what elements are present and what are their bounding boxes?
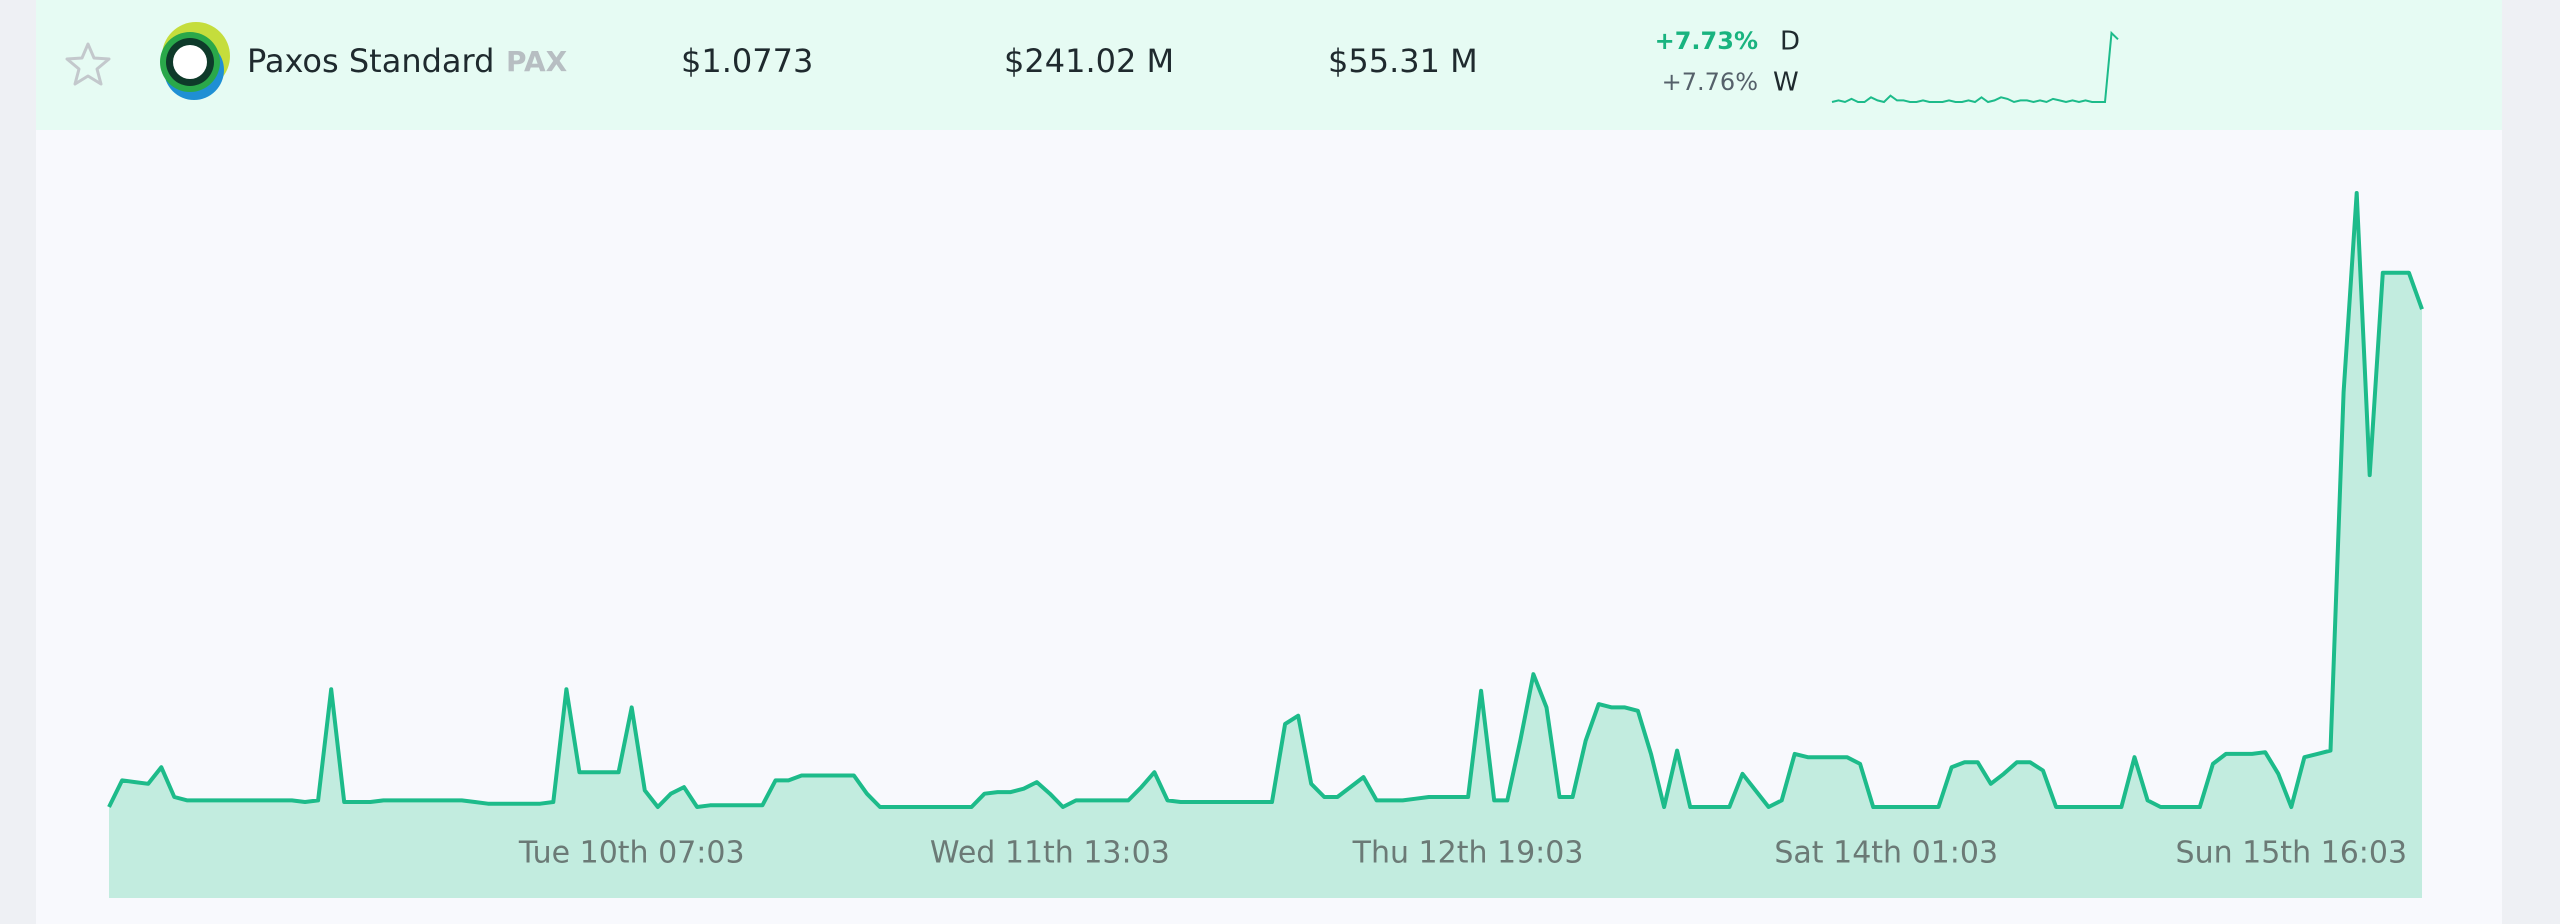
card — [36, 0, 2502, 924]
token-name: Paxos Standard — [247, 42, 494, 80]
charts: Tue 10th 07:03 Wed 11th 13:03 Thu 12th 19:… — [107, 30, 2424, 898]
sparkline — [1831, 30, 2119, 104]
x-tick-label: Tue 10th 07:03 — [518, 836, 745, 871]
x-tick-label: Sat 14th 01:03 — [1774, 836, 1998, 871]
price-line — [107, 191, 2424, 809]
token-symbol: PAX — [506, 45, 568, 78]
x-tick-label: Wed 11th 13:03 — [930, 836, 1170, 871]
week-label: W — [1773, 68, 1799, 98]
token-logo — [160, 22, 230, 100]
volume: $55.31 M — [1328, 42, 1478, 80]
favorite-star[interactable] — [65, 42, 111, 86]
change-day: +7.73% — [1655, 27, 1758, 55]
area-fill — [109, 193, 2422, 898]
x-tick-label: Sun 15th 16:03 — [2176, 836, 2408, 871]
change-week: +7.76% — [1662, 68, 1758, 96]
day-label: D — [1780, 27, 1800, 57]
row-background — [36, 0, 2502, 130]
price: $1.0773 — [681, 42, 813, 80]
x-tick-label: Thu 12th 19:03 — [1352, 836, 1584, 871]
market-cap: $241.02 M — [1004, 42, 1174, 80]
